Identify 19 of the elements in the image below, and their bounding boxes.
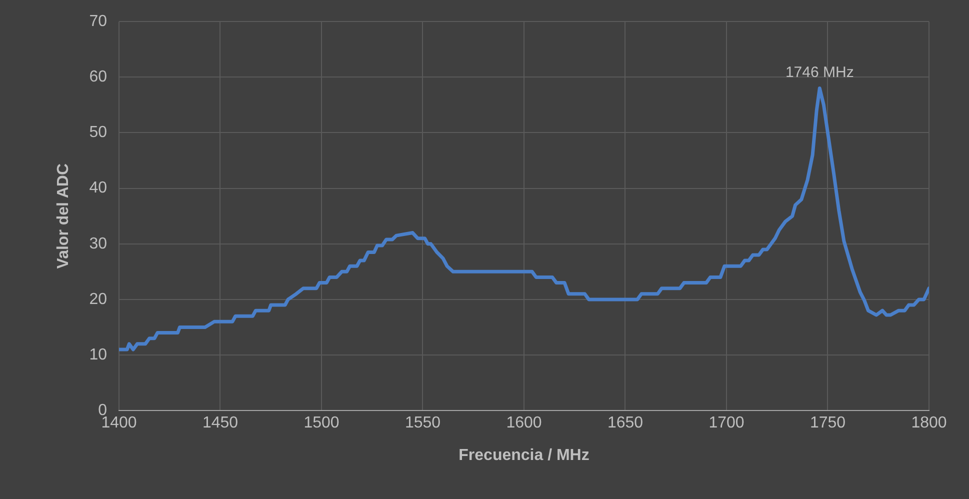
y-tick-label: 30 — [89, 235, 108, 252]
x-tick-label: 1550 — [404, 414, 441, 432]
annotation: 1746 MHz — [785, 64, 854, 81]
x-tick-label: 1750 — [810, 414, 846, 432]
y-axis-title: Valor del ADC — [55, 163, 72, 269]
y-tick-label: 10 — [89, 346, 108, 364]
x-tick-label: 1800 — [911, 414, 947, 432]
x-tick-label: 1700 — [708, 414, 744, 432]
x-axis-title: Frecuencia / MHz — [458, 446, 590, 464]
x-tick-label: 1500 — [304, 414, 340, 432]
x-tick-label: 1650 — [607, 414, 644, 432]
x-tick-label: 1600 — [506, 414, 542, 432]
y-tick-label: 50 — [89, 124, 108, 142]
y-tick-label: 20 — [89, 290, 108, 308]
x-tick-label: 1400 — [101, 414, 137, 432]
y-tick-label: 70 — [89, 13, 108, 30]
x-tick-label: 1450 — [202, 414, 238, 432]
y-tick-label: 40 — [89, 180, 108, 197]
y-tick-label: 60 — [89, 68, 108, 86]
